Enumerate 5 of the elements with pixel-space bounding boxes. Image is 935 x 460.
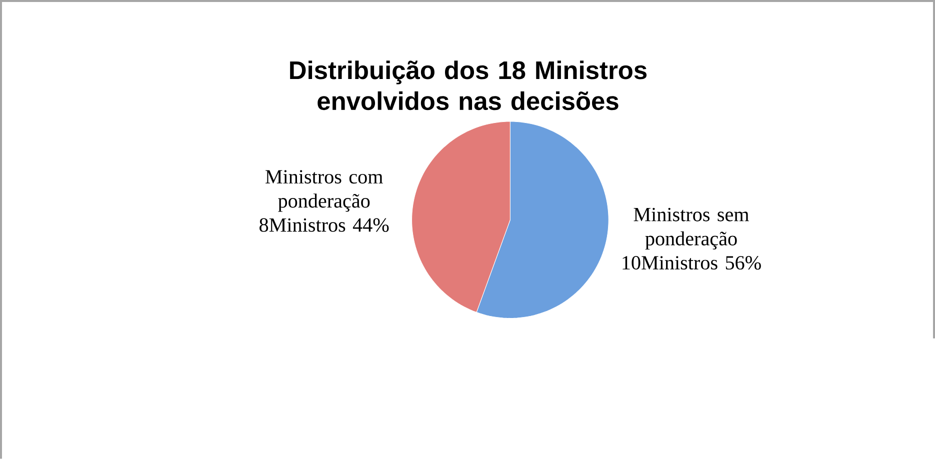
chart-title: Distribuição dos 18 Ministros envolvidos nas decisões xyxy=(290,60,647,110)
data-label: 8Ministros 44% xyxy=(260,218,389,232)
slice-label: Ministros com ponderação xyxy=(266,170,383,212)
data-label: 10Ministros 56% xyxy=(622,256,761,270)
slice-label: Ministros sem ponderação xyxy=(634,208,749,250)
